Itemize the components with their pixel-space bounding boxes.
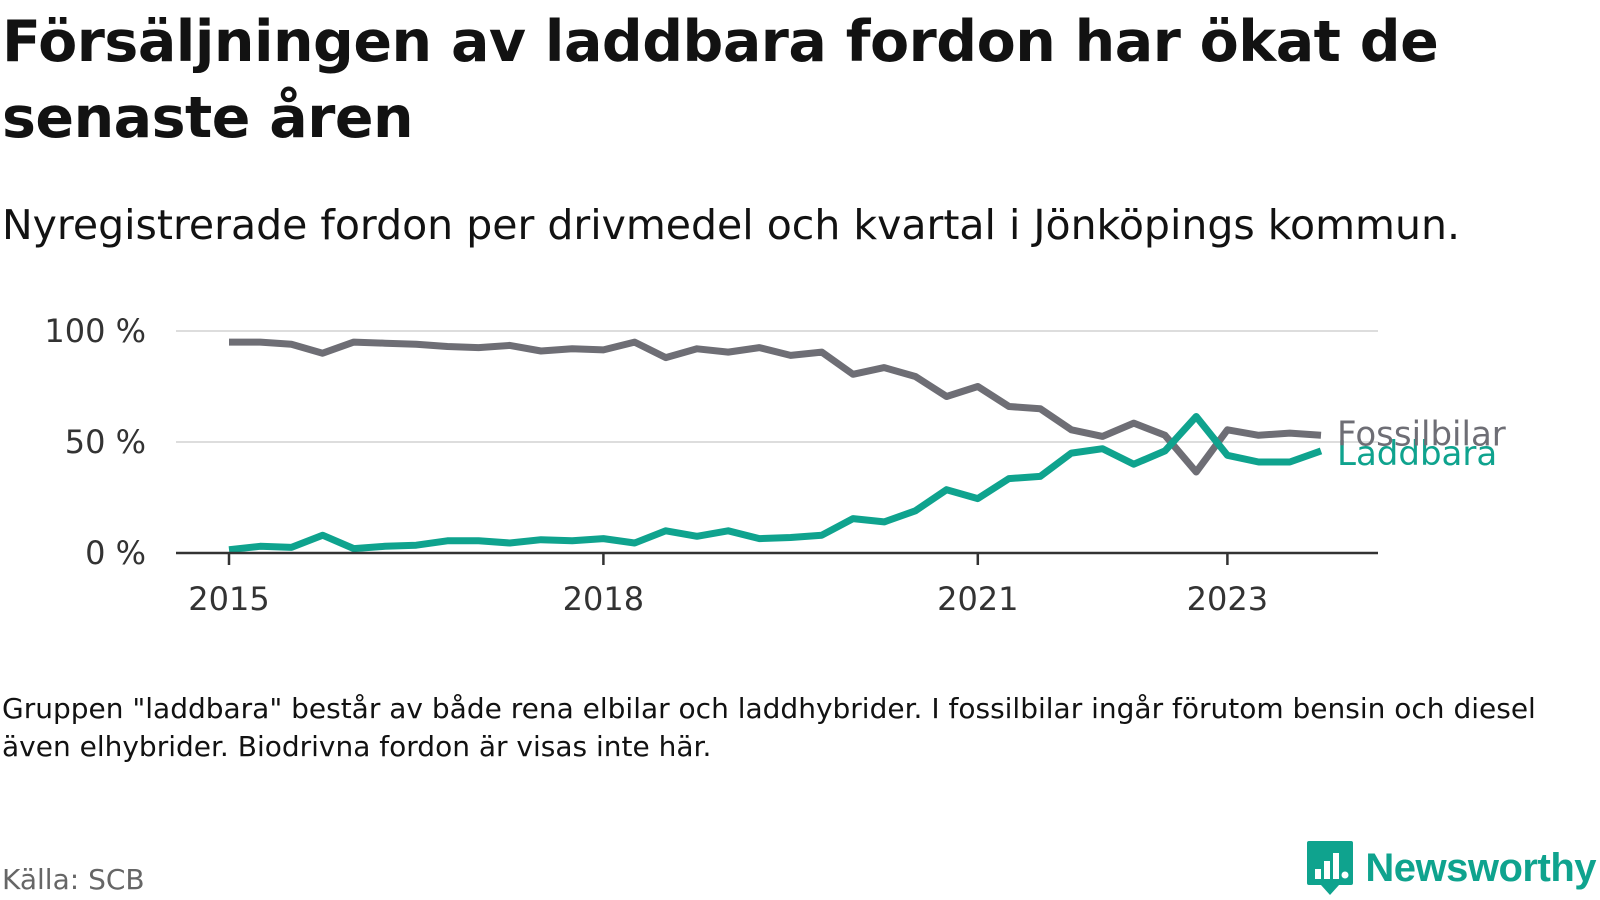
series-label-fossilbilar: Fossilbilar — [1337, 414, 1506, 454]
line-chart: 0 % 50 % 100 % 2015 2018 2021 2023 LaddbaraFos… — [44, 312, 1506, 618]
newsworthy-icon — [1307, 841, 1354, 895]
axes: 0 % 50 % 100 % 2015 2018 2021 2023 — [44, 312, 1378, 618]
x-tick-label: 2018 — [563, 580, 644, 618]
series-label-laddbara: Laddbara — [1337, 434, 1497, 474]
chart-subtitle: Nyregistrerade fordon per drivmedel och … — [2, 201, 1460, 249]
chart-note: Gruppen "laddbara" består av både rena e… — [2, 692, 1536, 763]
x-tick-label: 2015 — [188, 580, 269, 618]
series-line-fossilbilar — [229, 338, 1322, 476]
chart-title: Försäljningen av laddbara fordon har öka… — [2, 9, 1439, 151]
series-lines — [228, 338, 1323, 554]
y-tick-label: 100 % — [44, 312, 146, 350]
grid-lines — [176, 330, 1378, 443]
x-tick-label: 2021 — [937, 580, 1018, 618]
y-tick-label: 50 % — [65, 423, 146, 461]
brand-name: Newsworthy — [1365, 845, 1596, 890]
y-tick-label: 0 % — [85, 534, 146, 572]
newsworthy-logo: Newsworthy — [1305, 838, 1596, 898]
x-tick-label: 2023 — [1187, 580, 1268, 618]
series-line-laddbara — [228, 413, 1323, 554]
source-label: Källa: SCB — [2, 863, 145, 896]
